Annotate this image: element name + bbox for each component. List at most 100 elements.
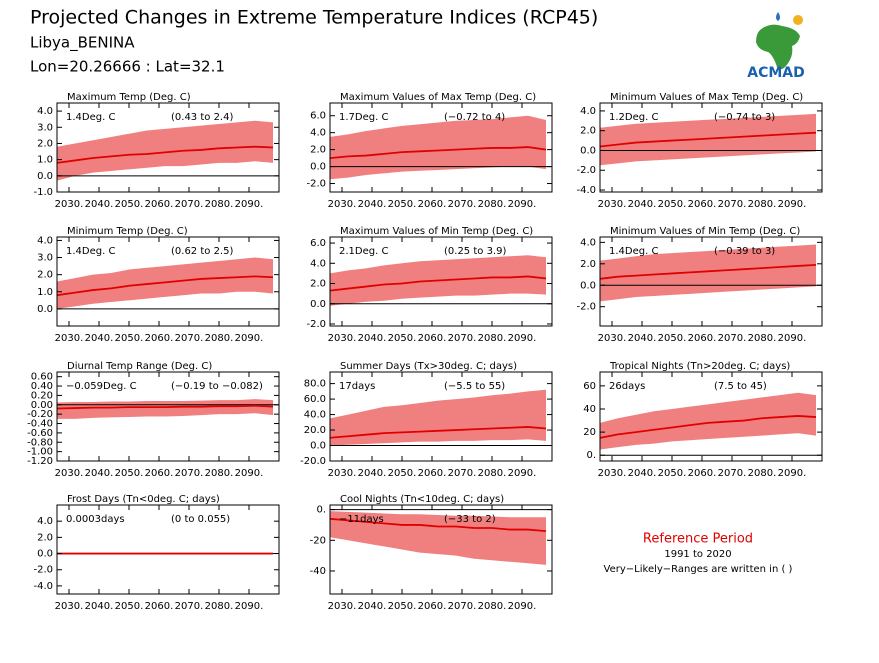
x-tick-label: 2040. [358, 199, 387, 210]
y-tick-label: -4.0 [33, 581, 53, 592]
reference-title: Reference Period [643, 532, 753, 547]
y-tick-label: 3.0 [37, 253, 53, 264]
y-tick-label: 4.0 [37, 235, 53, 246]
x-tick-label: 2080. [205, 333, 234, 344]
x-tick-label: 2040. [85, 601, 114, 612]
x-tick-label: 2080. [205, 601, 234, 612]
x-tick-label: 2030. [328, 333, 357, 344]
x-tick-label: 2050. [115, 601, 144, 612]
y-tick-label: 0.0 [310, 299, 326, 310]
x-tick-label: 2060. [145, 601, 174, 612]
x-tick-label: 2050. [388, 601, 417, 612]
y-tick-label: 40 [583, 404, 596, 415]
y-tick-label: -20.0 [300, 456, 326, 467]
panel-title: Minimum Temp (Deg. C) [67, 226, 188, 237]
y-tick-label: -2.0 [306, 319, 326, 330]
x-tick-label: 2060. [688, 333, 717, 344]
page-title: Projected Changes in Extreme Temperature… [30, 7, 598, 29]
likely-range: (−33 to 2) [444, 514, 496, 525]
x-tick-label: 2070. [175, 601, 204, 612]
station: Libya_BENINA [30, 34, 135, 53]
reference-period: 1991 to 2020 [664, 549, 731, 560]
mean-change: 0.0003days [66, 514, 125, 525]
x-tick-label: 2080. [748, 468, 777, 479]
y-tick-label: -4.0 [576, 185, 596, 196]
x-tick-label: 2030. [55, 601, 84, 612]
x-tick-label: 2060. [418, 601, 447, 612]
x-tick-label: 2030. [328, 199, 357, 210]
y-tick-label: 0.0 [310, 441, 326, 452]
y-tick-label: 1.0 [37, 155, 53, 166]
y-tick-label: -40 [310, 566, 326, 577]
likely-range: (−0.19 to −0.082) [171, 381, 263, 392]
x-tick-label: 2030. [328, 601, 357, 612]
y-tick-label: -2.0 [576, 165, 596, 176]
x-tick-label: 2070. [448, 601, 477, 612]
mean-change: 17days [339, 381, 375, 392]
x-tick-label: 2050. [388, 468, 417, 479]
likely-range: (−0.39 to 3) [714, 246, 775, 257]
mean-change: 1.4Deg. C [609, 246, 658, 257]
x-tick-label: 2080. [478, 468, 507, 479]
x-tick-label: 2080. [205, 199, 234, 210]
x-tick-label: 2030. [55, 468, 84, 479]
x-tick-label: 2080. [205, 468, 234, 479]
y-tick-label: 4.0 [37, 106, 53, 117]
x-tick-label: 2070. [448, 333, 477, 344]
likely-range: (−0.74 to 3) [714, 112, 775, 123]
x-tick-label: 2090. [508, 468, 537, 479]
x-tick-label: 2040. [358, 601, 387, 612]
panel-title: Diurnal Temp Range (Deg. C) [67, 361, 212, 372]
likely-range: (0.43 to 2.4) [171, 112, 233, 123]
x-tick-label: 2060. [418, 333, 447, 344]
likely-range: (−5.5 to 55) [444, 381, 505, 392]
panel-title: Summer Days (Tx>30deg. C; days) [340, 361, 517, 372]
y-tick-label: 3.0 [37, 122, 53, 133]
x-tick-label: 2050. [388, 333, 417, 344]
mean-change: −11days [339, 514, 384, 525]
y-tick-label: 2.0 [580, 126, 596, 137]
panel-title: Maximum Temp (Deg. C) [67, 92, 191, 103]
mean-change: 1.7Deg. C [339, 112, 388, 123]
x-tick-label: 2030. [598, 333, 627, 344]
location: Lon=20.26666 : Lat=32.1 [30, 58, 225, 76]
y-tick-label: -2.0 [576, 302, 596, 313]
y-tick-label: 4.0 [37, 516, 53, 527]
mean-change: 1.4Deg. C [66, 112, 115, 123]
y-tick-label: 0. [316, 505, 326, 516]
y-tick-label: 0. [586, 450, 596, 461]
likely-range: (0.62 to 2.5) [171, 246, 233, 257]
panel-title: Minimum Values of Min Temp (Deg. C) [610, 226, 800, 237]
y-tick-label: 0.0 [37, 549, 53, 560]
x-tick-label: 2060. [418, 468, 447, 479]
x-tick-label: 2090. [235, 601, 264, 612]
x-tick-label: 2080. [478, 333, 507, 344]
panel-title: Minimum Values of Max Temp (Deg. C) [610, 92, 803, 103]
mean-change: 1.4Deg. C [66, 246, 115, 257]
x-tick-label: 2090. [235, 468, 264, 479]
x-tick-label: 2060. [145, 468, 174, 479]
x-tick-label: 2040. [85, 199, 114, 210]
x-tick-label: 2040. [358, 468, 387, 479]
x-tick-label: 2090. [235, 199, 264, 210]
x-tick-label: 2040. [85, 468, 114, 479]
y-tick-label: 6.0 [310, 238, 326, 249]
x-tick-label: 2060. [418, 199, 447, 210]
x-tick-label: 2050. [115, 199, 144, 210]
likely-range: (0 to 0.055) [171, 514, 230, 525]
x-tick-label: 2050. [115, 333, 144, 344]
x-tick-label: 2030. [55, 333, 84, 344]
likely-range: (0.25 to 3.9) [444, 246, 506, 257]
x-tick-label: 2030. [328, 468, 357, 479]
y-tick-label: 60.0 [304, 394, 326, 405]
y-tick-label: 4.0 [580, 237, 596, 248]
panel-title: Maximum Values of Min Temp (Deg. C) [340, 226, 533, 237]
y-tick-label: -2.0 [33, 565, 53, 576]
x-tick-label: 2090. [778, 468, 807, 479]
x-tick-label: 2040. [358, 333, 387, 344]
panel-title: Maximum Values of Max Temp (Deg. C) [340, 92, 536, 103]
x-tick-label: 2070. [175, 333, 204, 344]
y-tick-label: 0.0 [580, 145, 596, 156]
x-tick-label: 2080. [478, 601, 507, 612]
